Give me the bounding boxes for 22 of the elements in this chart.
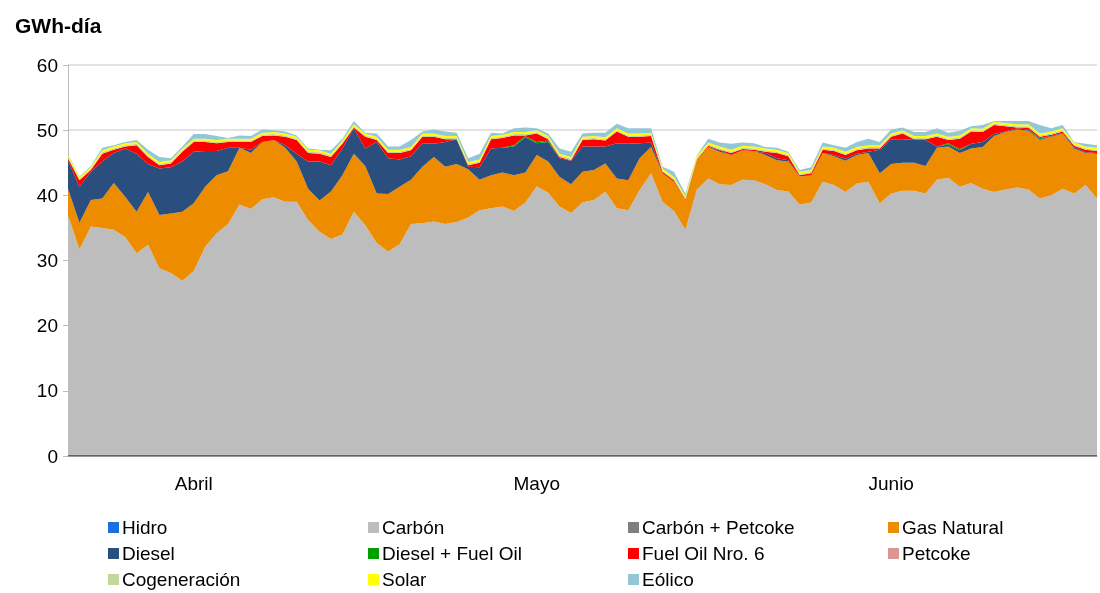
x-tick-label: Junio: [868, 473, 914, 494]
legend-label: Diesel: [122, 543, 175, 564]
x-tick-label: Abril: [174, 473, 213, 494]
legend-label: Eólico: [642, 569, 694, 590]
legend-label: Carbón + Petcoke: [642, 517, 795, 538]
x-tick-label: Mayo: [513, 473, 560, 494]
legend-label: Gas Natural: [902, 517, 1004, 538]
legend-label: Cogeneración: [122, 569, 241, 590]
y-tick-label: 0: [47, 445, 58, 467]
y-tick-label: 40: [36, 184, 58, 206]
y-axis-title: GWh-día: [15, 14, 102, 37]
legend-label: Solar: [382, 569, 428, 590]
legend-label: Carbón: [382, 517, 445, 538]
legend-label: Diesel + Fuel Oil: [382, 543, 522, 564]
y-tick-label: 10: [36, 380, 58, 402]
legend-label: Hidro: [122, 517, 168, 538]
y-tick-label: 60: [36, 54, 58, 76]
y-tick-label: 20: [36, 315, 58, 337]
legend-label: Fuel Oil Nro. 6: [642, 543, 765, 564]
legend-label: Petcoke: [902, 543, 971, 564]
y-tick-label: 50: [36, 119, 58, 141]
y-tick-label: 30: [36, 250, 58, 271]
